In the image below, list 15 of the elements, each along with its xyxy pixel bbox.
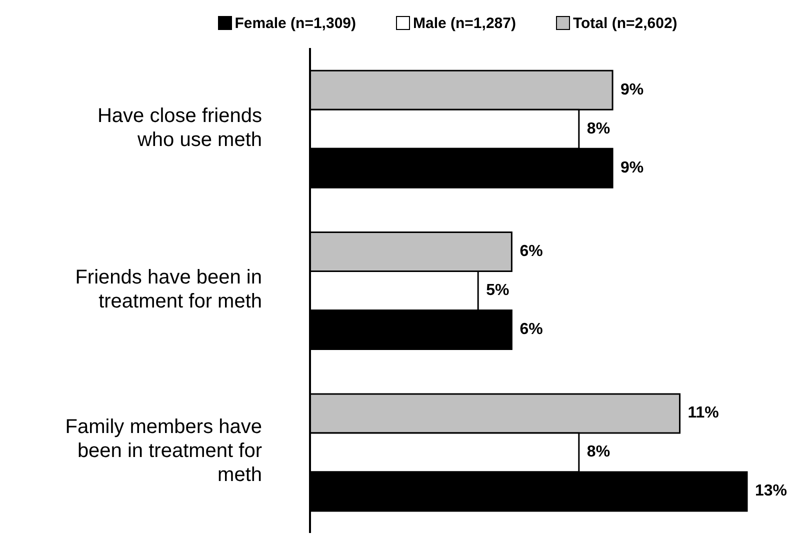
data-label: 11% [688,404,719,422]
data-label: 9% [620,159,644,176]
legend-label: Male (n=1,287) [413,14,516,32]
data-label: 8% [586,120,610,138]
data-label: 6% [520,243,543,260]
y-tick-label: Friends have been in treatment for meth [75,266,262,313]
legend-label: Total (n=2,602) [572,14,678,32]
data-label: 8% [586,444,610,461]
data-label: 13% [755,482,788,500]
data-label: 6% [520,321,543,338]
legend-label: Female (n=1,309) [234,14,356,32]
data-label: 9% [620,81,644,98]
y-tick-label: Family members have been in treatment for meth [65,416,262,486]
data-label: 5% [486,282,510,300]
y-tick-label: Have close friends who use meth [97,105,262,152]
